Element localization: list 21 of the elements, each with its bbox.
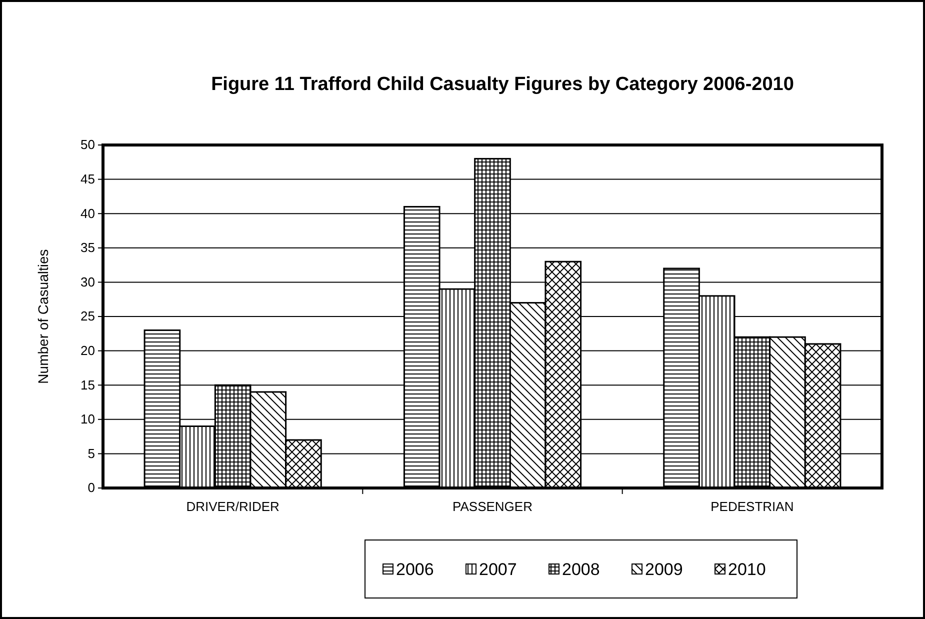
legend-label: 2006	[396, 560, 434, 579]
y-tick-label: 20	[80, 342, 95, 358]
y-tick-label: 35	[80, 240, 95, 256]
legend-label: 2009	[645, 560, 683, 579]
x-tick-label: DRIVER/RIDER	[186, 499, 280, 514]
y-tick-label: 0	[88, 480, 95, 496]
y-tick-label: 45	[80, 171, 95, 186]
y-tick-label: 10	[80, 412, 95, 427]
legend-label: 2008	[562, 560, 600, 579]
y-tick-label: 15	[80, 377, 95, 392]
legend-label: 2007	[479, 560, 517, 579]
y-axis-title: Number of Casualties	[35, 249, 51, 384]
y-tick-label: 40	[80, 206, 95, 221]
legend-label: 2010	[728, 560, 766, 579]
chart-title: Figure 11 Trafford Child Casualty Figures by Category 2006-2010	[211, 74, 794, 95]
x-tick-label: PEDESTRIAN	[710, 499, 794, 514]
x-tick-label: PASSENGER	[452, 499, 532, 514]
y-tick-label: 50	[80, 137, 95, 152]
y-tick-label: 25	[80, 308, 95, 324]
y-tick-label: 30	[80, 274, 95, 290]
y-tick-label: 5	[88, 446, 95, 461]
